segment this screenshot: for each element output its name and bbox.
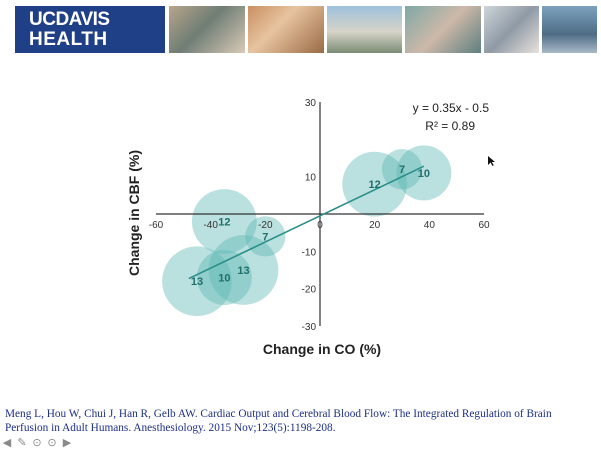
trend-line xyxy=(188,165,425,280)
mouse-cursor-icon xyxy=(488,156,495,166)
photo-scientist xyxy=(484,6,539,53)
bubble-5 xyxy=(342,151,408,217)
x-tick-label-5: 40 xyxy=(424,220,436,231)
bubble-0 xyxy=(191,189,257,254)
bubble-7 xyxy=(396,145,452,201)
bubble-label-7: 10 xyxy=(418,168,430,180)
y-tick-label-0: 30 xyxy=(305,98,317,109)
ucdavis-health-logo: UCDAVIS HEALTH xyxy=(15,6,165,53)
photo-nurses xyxy=(405,6,481,53)
y-tick-label-2: -10 xyxy=(302,247,317,258)
menu-icon[interactable]: ⊙ xyxy=(32,437,42,449)
x-tick-label-6: 60 xyxy=(478,220,490,231)
bubble-label-2: 13 xyxy=(191,276,203,288)
y-axis-label: Change in CBF (%) xyxy=(126,150,142,276)
y-tick-label-3: -20 xyxy=(302,285,317,296)
options-icon[interactable]: ⊙ xyxy=(47,437,57,449)
pen-icon[interactable]: ✎ xyxy=(17,437,27,449)
bubble-label-6: 7 xyxy=(399,164,405,176)
y-tick-label-1: 10 xyxy=(305,173,317,184)
bubble-label-4: 13 xyxy=(237,265,249,277)
x-tick-label-1: -40 xyxy=(203,220,218,231)
bubble-layer xyxy=(162,145,452,317)
x-tick-label-2: -20 xyxy=(258,220,273,231)
bubble-label-layer: 12 7 13 10 13 12 7 10 xyxy=(191,164,430,288)
x-tick-label-0: -60 xyxy=(149,220,164,231)
bubble-2 xyxy=(162,246,232,317)
previous-slide-icon[interactable]: ◀ xyxy=(2,437,12,449)
bubble-label-0: 12 xyxy=(218,216,230,228)
bubble-label-1: 7 xyxy=(262,231,268,243)
logo-line-2: HEALTH xyxy=(29,29,108,50)
y-tick-label-4: -30 xyxy=(302,322,317,333)
logo-line-1: UCDAVIS xyxy=(29,9,110,30)
photo-child xyxy=(248,6,324,53)
header-banner: UCDAVIS HEALTH xyxy=(15,6,597,53)
bubble-label-3: 10 xyxy=(218,272,230,284)
regression-equation: y = 0.35x - 0.5 xyxy=(413,101,490,115)
slide-toolbar: ◀ ✎ ⊙ ⊙ ▶ xyxy=(0,437,90,450)
photo-glass-building xyxy=(542,6,597,53)
photo-staff-patient xyxy=(169,6,245,53)
bubble-4 xyxy=(208,235,279,305)
tick-label-layer: -60 -40 -20 0 20 40 60 30 10 -10 -20 -30 xyxy=(149,98,490,333)
r-squared-label: R² = 0.89 xyxy=(425,119,475,133)
x-axis-label: Change in CO (%) xyxy=(263,341,381,357)
bubble-label-5: 12 xyxy=(369,179,381,191)
photo-hospital-building xyxy=(327,6,402,53)
next-slide-icon[interactable]: ▶ xyxy=(62,437,72,449)
bubble-6 xyxy=(381,149,423,190)
x-tick-label-3: 0 xyxy=(317,220,323,231)
x-tick-label-4: 20 xyxy=(369,220,381,231)
axes-layer xyxy=(156,102,484,326)
bubble-3 xyxy=(196,249,252,305)
citation-text: Meng L, Hou W, Chui J, Han R, Gelb AW. C… xyxy=(5,408,552,434)
